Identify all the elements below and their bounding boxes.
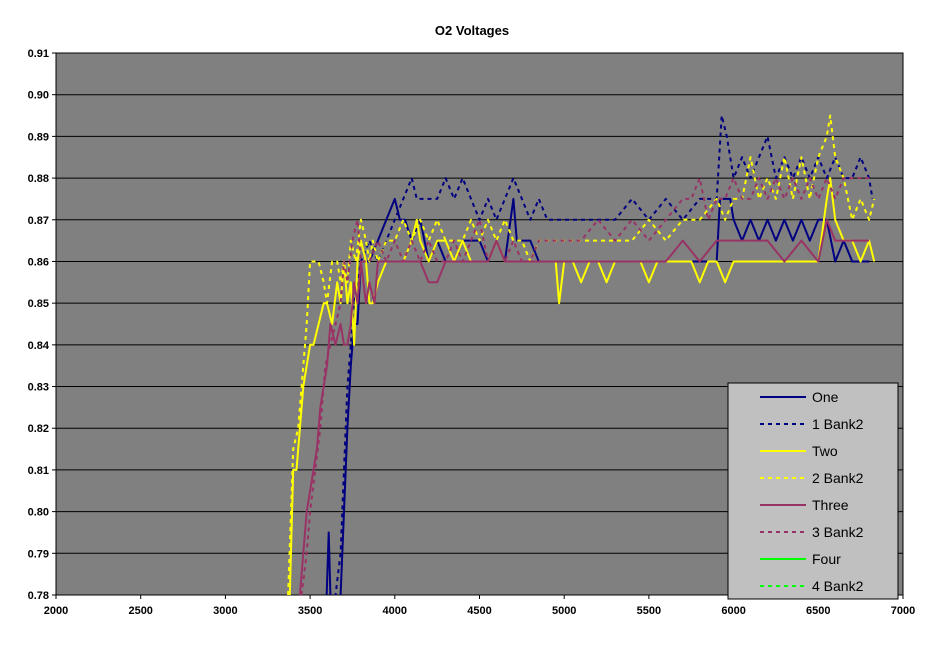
y-tick-label: 0.78 [28, 590, 49, 602]
y-tick-label: 0.88 [28, 173, 49, 185]
y-tick-label: 0.90 [28, 90, 49, 102]
series-line-3-bank2 [300, 177, 870, 595]
x-tick-label: 7000 [891, 605, 915, 617]
y-axis: 0.78 0.79 0.80 0.81 0.82 0.83 0.84 0.85 0.86 0.87… [28, 48, 56, 602]
legend-label: 2 Bank2 [812, 470, 864, 486]
legend-label: One [812, 389, 839, 405]
x-axis: 2000 2500 3000 3500 4000 4500 5000 5500 6000 6500… [44, 595, 915, 617]
y-tick-label: 0.91 [28, 48, 49, 60]
legend: One 1 Bank2 Two 2 Bank2 Three 3 Bank2 Four 4 Ba… [727, 382, 899, 600]
y-tick-label: 0.84 [28, 340, 50, 352]
x-tick-label: 3500 [298, 605, 322, 617]
y-tick-label: 0.86 [28, 256, 49, 268]
x-tick-label: 4500 [467, 605, 491, 617]
y-tick-label: 0.81 [28, 465, 49, 477]
y-tick-label: 0.82 [28, 423, 49, 435]
x-tick-label: 5500 [637, 605, 661, 617]
y-tick-label: 0.79 [28, 548, 49, 560]
x-tick-label: 6000 [721, 605, 745, 617]
y-tick-label: 0.89 [28, 131, 49, 143]
series-line-three [298, 218, 870, 595]
legend-label: Four [812, 551, 841, 567]
x-tick-label: 5000 [552, 605, 576, 617]
legend-label: Two [812, 443, 838, 459]
x-tick-label: 6500 [806, 605, 830, 617]
y-tick-label: 0.87 [28, 215, 49, 227]
y-tick-label: 0.85 [28, 298, 49, 310]
chart-title: O2 Voltages [435, 23, 509, 38]
legend-label: Three [812, 497, 849, 513]
legend-box [727, 382, 899, 600]
legend-label: 1 Bank2 [812, 416, 864, 432]
y-tick-label: 0.80 [28, 507, 49, 519]
legend-label: 3 Bank2 [812, 524, 864, 540]
series-lines [287, 114, 876, 595]
x-tick-label: 4000 [383, 605, 407, 617]
series-line-2-bank2 [287, 114, 876, 595]
x-tick-label: 2000 [44, 605, 68, 617]
x-tick-label: 3000 [213, 605, 237, 617]
x-tick-label: 2500 [128, 605, 152, 617]
y-tick-label: 0.83 [28, 382, 49, 394]
legend-label: 4 Bank2 [812, 578, 864, 594]
